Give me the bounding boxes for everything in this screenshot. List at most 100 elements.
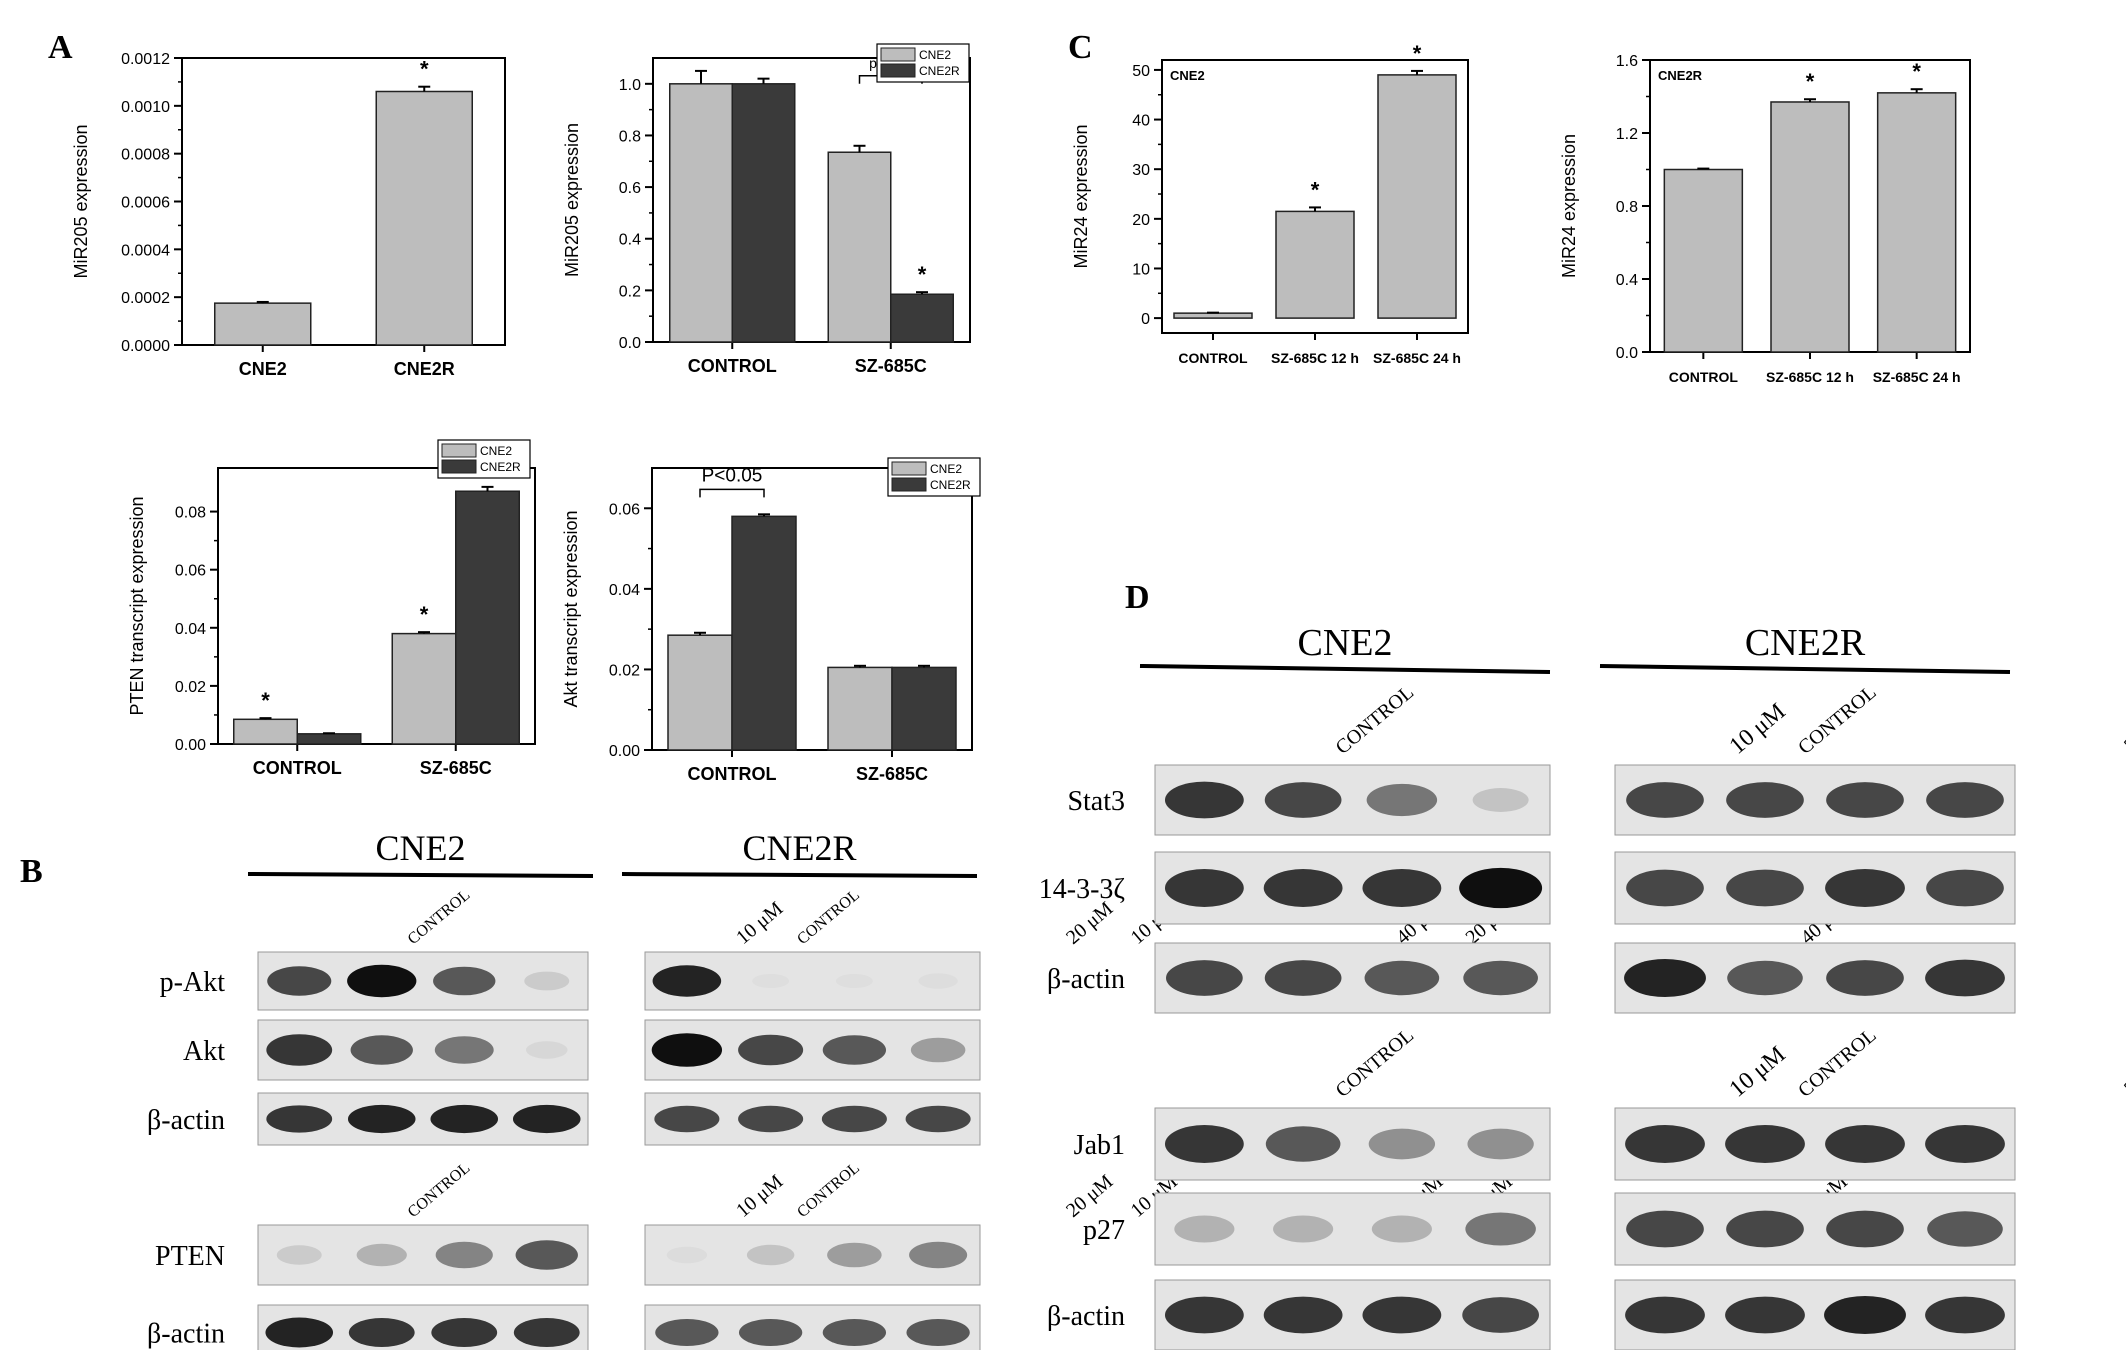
- blot-strip: [257, 951, 589, 1011]
- blot-band: [356, 1243, 407, 1267]
- blot-band: [350, 1035, 413, 1065]
- y-tick-label: 20: [1132, 212, 1150, 229]
- y-axis-label: MiR205 expression: [562, 123, 582, 277]
- lane-label: CONTROL: [1332, 1024, 1418, 1102]
- blot-strip: [1614, 942, 2016, 1014]
- bracket-label: P<0.05: [702, 465, 763, 486]
- blot-band: [1273, 1215, 1334, 1243]
- blot-band: [1625, 1296, 1705, 1334]
- blot-band: [666, 1246, 708, 1264]
- lane-label: 20 μM: [2120, 698, 2126, 759]
- blot-band: [433, 966, 496, 996]
- blot-band: [347, 1104, 416, 1134]
- blot-band: [1926, 782, 2004, 818]
- y-tick-label: 0.00: [609, 743, 640, 760]
- blot-band: [738, 1318, 803, 1347]
- x-tick-label: CONTROL: [1669, 369, 1739, 385]
- bar-charts: 0.00000.00020.00040.00060.00080.00100.00…: [71, 41, 1971, 784]
- legend: CNE2 CNE2R: [887, 457, 981, 497]
- panel-letter-b: B: [20, 853, 43, 890]
- group-title: CNE2R: [742, 828, 856, 868]
- blot-band: [1472, 788, 1529, 812]
- legend-label: CNE2: [480, 444, 512, 458]
- y-axis-label: PTEN transcript expression: [127, 496, 147, 715]
- blot-band: [1164, 781, 1244, 819]
- blot-strip: [1154, 851, 1551, 925]
- blot-band: [1626, 869, 1704, 907]
- legend-swatch: [441, 443, 477, 458]
- bar: [455, 490, 520, 745]
- lane-label: 20 μM: [2120, 1041, 2126, 1102]
- bar: [667, 634, 733, 751]
- significance-asterisk: *: [420, 57, 429, 82]
- blot-band: [906, 1318, 970, 1347]
- bar: [669, 83, 733, 343]
- blot-strip: [257, 1019, 589, 1081]
- significance-asterisk: *: [1311, 177, 1320, 202]
- y-tick-label: 0.04: [175, 621, 206, 638]
- legend-label: CNE2: [919, 48, 951, 62]
- bar: [731, 515, 797, 751]
- chart-a3: 0.00 0.02 0.04 0.06 0.08 PTEN transcript expr…: [127, 439, 536, 778]
- blot-band: [1624, 958, 1706, 998]
- bar: [1173, 312, 1253, 319]
- y-tick-label: 0.0000: [121, 338, 170, 355]
- chart-c1: 0 10 20 30 40 50 MiR24 expression CONTROL SZ-685…: [1071, 41, 1469, 366]
- y-tick-label: 0.8: [619, 128, 641, 145]
- legend-label: CNE2R: [919, 64, 960, 78]
- row-label: PTEN: [155, 1241, 225, 1272]
- x-tick-label: SZ-685C 12 h: [1766, 369, 1854, 385]
- lane-label: CONTROL: [1794, 1024, 1880, 1102]
- y-tick-label: 0.06: [609, 501, 640, 518]
- row-label: Jab1: [1074, 1130, 1125, 1161]
- legend-swatch: [880, 63, 916, 78]
- x-tick-label: CONTROL: [253, 758, 342, 778]
- blot-band: [513, 1318, 580, 1347]
- blot-band: [1174, 1215, 1235, 1243]
- blot-band: [1727, 960, 1803, 996]
- significance-asterisk: *: [918, 262, 927, 287]
- x-tick-label: CNE2R: [394, 359, 455, 379]
- bar: [296, 733, 362, 745]
- lane-label: CONTROL: [1332, 681, 1418, 759]
- blot-band: [524, 971, 570, 991]
- significance-asterisk: *: [261, 688, 270, 713]
- row-label: p-Akt: [160, 967, 226, 998]
- legend-swatch: [891, 477, 927, 492]
- blot-band: [1825, 1125, 1905, 1163]
- lane-label: 10 μM: [732, 1170, 787, 1221]
- blot-band: [1465, 1212, 1536, 1246]
- y-tick-label: 0.0: [1616, 345, 1638, 362]
- bar: [1876, 92, 1957, 353]
- group-underline: [1599, 664, 2011, 674]
- bar: [731, 83, 796, 343]
- y-tick-label: 0.0006: [121, 195, 170, 212]
- blot-band: [822, 1318, 887, 1347]
- lane-label: CONTROL: [794, 1159, 863, 1221]
- y-tick-label: 1.6: [1616, 53, 1638, 70]
- y-tick-label: 0.0008: [121, 147, 170, 164]
- blot-strip: [644, 1304, 981, 1350]
- legend-swatch: [880, 47, 916, 62]
- blot-band: [1926, 869, 2004, 907]
- row-label: Akt: [183, 1036, 225, 1067]
- blot-band: [1725, 1125, 1805, 1163]
- row-label: β-actin: [1047, 964, 1125, 995]
- blot-band: [738, 1034, 804, 1066]
- panel-letter-a: A: [48, 29, 73, 66]
- y-tick-label: 0.0: [619, 335, 641, 352]
- bar: [214, 302, 312, 346]
- row-label: β-actin: [147, 1319, 225, 1350]
- panel-letter-c: C: [1068, 29, 1093, 66]
- blot-band: [1166, 960, 1243, 996]
- blot-band: [821, 1105, 887, 1133]
- blot-band: [1467, 1128, 1534, 1160]
- bar: [890, 293, 954, 343]
- lane-label: 20 μM: [1062, 897, 1117, 948]
- legend-swatch: [441, 459, 477, 474]
- blot-strip: [257, 1304, 589, 1350]
- panel-letter-d: D: [1125, 579, 1150, 616]
